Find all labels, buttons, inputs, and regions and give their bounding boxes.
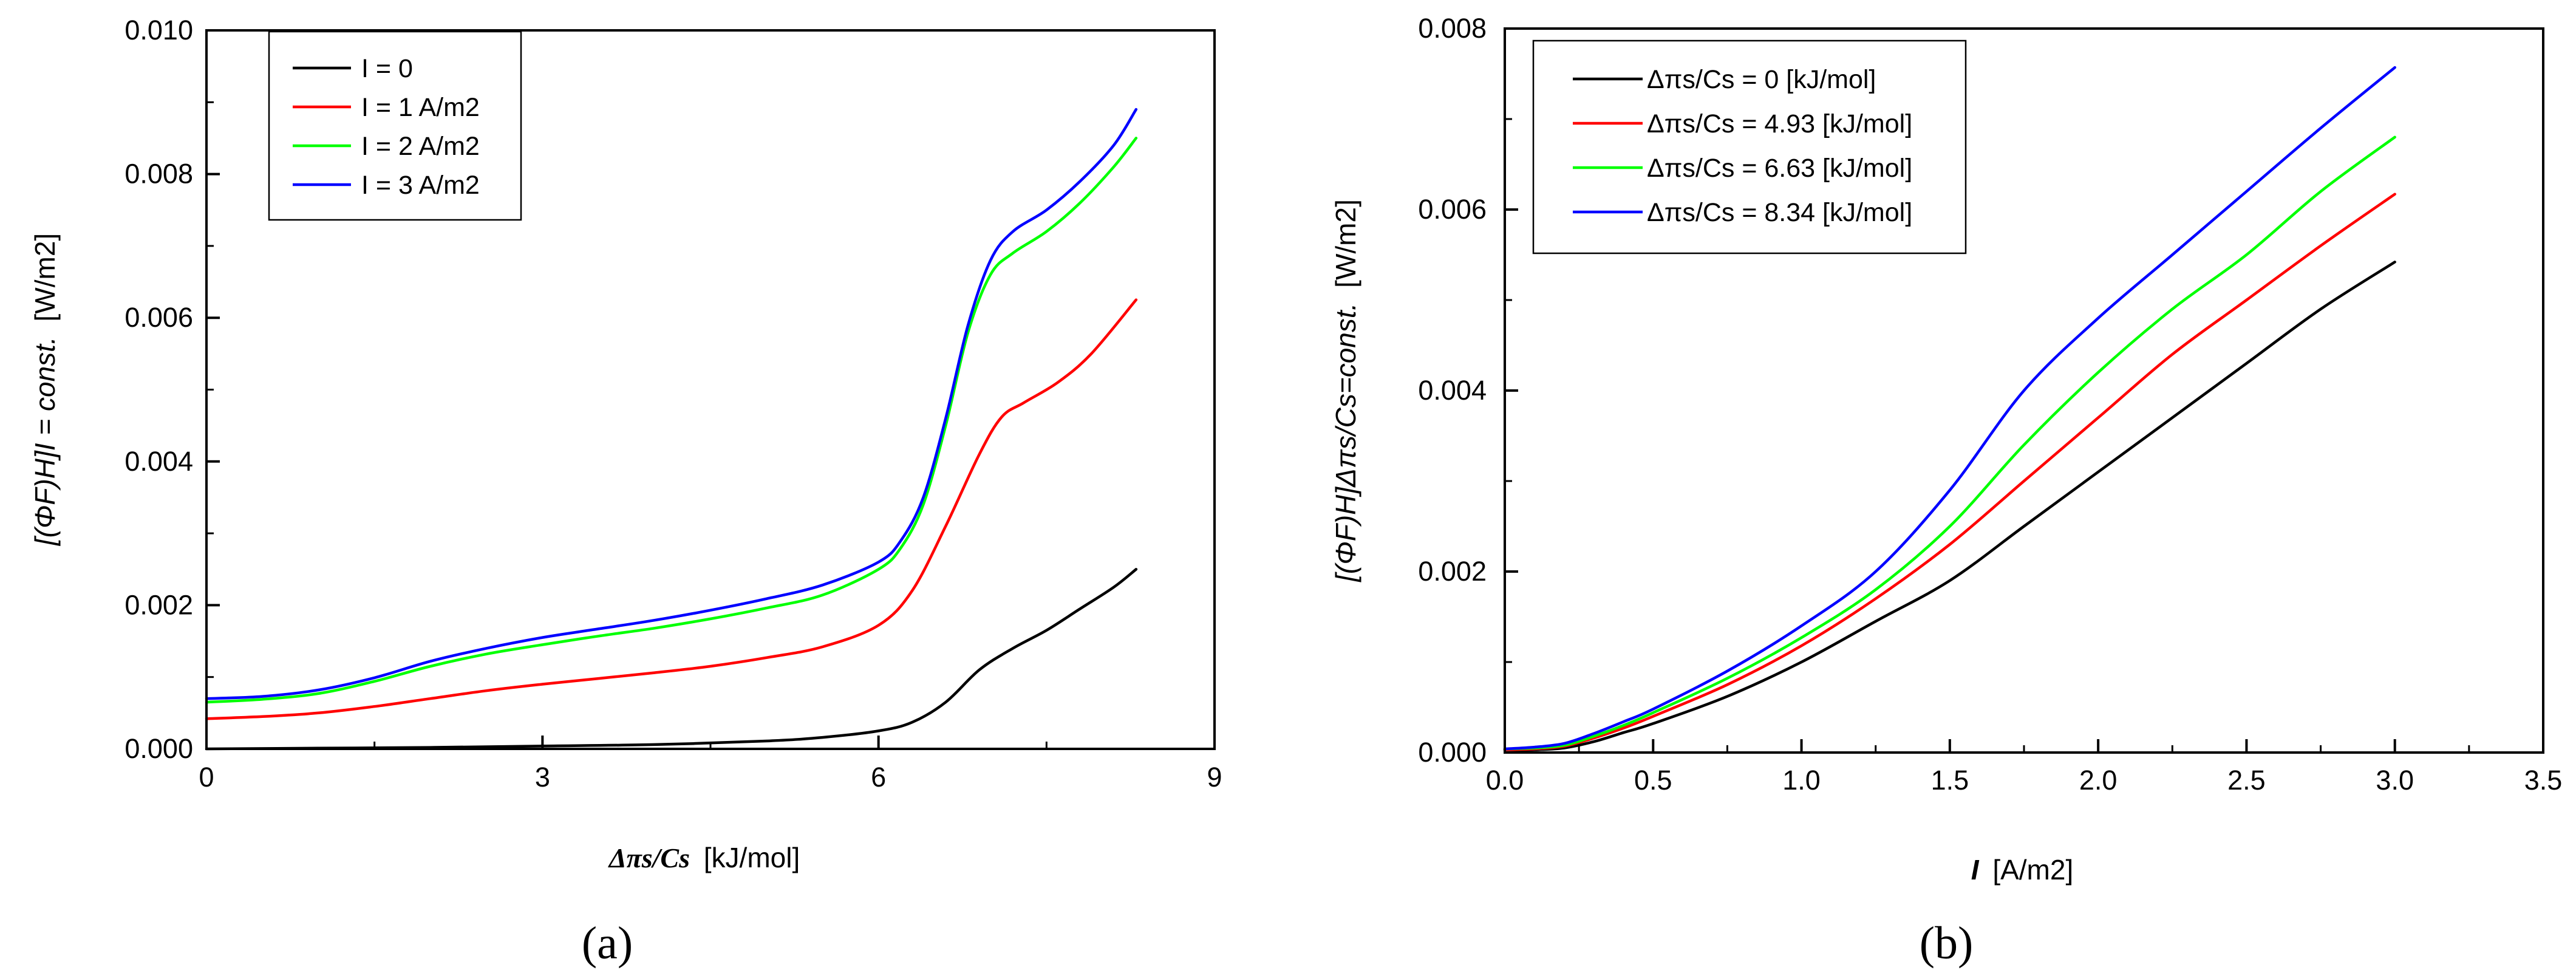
y-axis-unit-b: [W/m2]	[1330, 199, 1361, 288]
legend-rows-a: I = 0 I = 1 A/m2 I = 2 A/m2 I = 3 A/m2	[293, 54, 480, 200]
x-tick-label-a-3: 9	[1207, 762, 1222, 793]
series-line-b-1	[1503, 193, 2396, 751]
series-line-b-2	[1503, 135, 2396, 751]
plot-area-b	[1503, 66, 2396, 751]
chart-b: 0.0 0.5 1.0 1.5 2.0 2.5 3.0 3.5 0.000 0.002 0.004…	[1330, 13, 2562, 969]
series-line-b-0	[1503, 261, 2396, 751]
y-tick-label-b-4: 0.008	[1418, 13, 1487, 44]
y-tick-label-a-3: 0.006	[124, 302, 193, 333]
series-line-a-1	[205, 298, 1138, 720]
panel-label-b: (b)	[1920, 918, 1974, 969]
legend-a: I = 0 I = 1 A/m2 I = 2 A/m2 I = 3 A/m2	[268, 30, 522, 221]
series-line-b-3	[1503, 66, 2396, 751]
x-axis-label-b: I [A/m2]	[1971, 854, 2074, 886]
x-tick-label-a-2: 6	[871, 762, 886, 793]
legend-label-a-3: I = 3 A/m2	[361, 171, 480, 200]
x-axis-unit-a: [kJ/mol]	[704, 842, 800, 873]
legend-label-a-0: I = 0	[361, 54, 413, 83]
y-axis-label-b: [(ΦF)H]Δπs/Cs=const. [W/m2]	[1330, 199, 1361, 582]
y-tick-label-a-2: 0.004	[124, 446, 193, 477]
x-tick-label-a-1: 3	[535, 762, 550, 793]
legend-label-b-1: Δπs/Cs = 4.93 [kJ/mol]	[1647, 109, 1912, 138]
y-ticks-b: 0.000 0.002 0.004 0.006 0.008	[1418, 13, 1518, 768]
y-ticks-a: 0.000 0.002 0.004 0.006 0.008 0.010	[124, 15, 220, 764]
x-tick-label-b-4: 2.0	[2079, 765, 2118, 796]
x-tick-label-b-2: 1.0	[1782, 765, 1821, 796]
x-tick-label-b-3: 1.5	[1931, 765, 1969, 796]
legend-label-b-3: Δπs/Cs = 8.34 [kJ/mol]	[1647, 198, 1912, 227]
y-tick-label-b-1: 0.002	[1418, 556, 1487, 587]
y-axis-label-a: [(ΦF)H]I = const. [W/m2]	[29, 233, 61, 546]
y-axis-symbol-b: [(ΦF)H]Δπs/Cs=const.	[1330, 303, 1361, 582]
legend-rows-b: Δπs/Cs = 0 [kJ/mol] Δπs/Cs = 4.93 [kJ/mol…	[1573, 65, 1912, 227]
x-tick-label-b-6: 3.0	[2376, 765, 2414, 796]
series-line-a-2	[205, 137, 1138, 704]
y-tick-label-b-0: 0.000	[1418, 737, 1487, 768]
x-tick-label-b-1: 0.5	[1634, 765, 1672, 796]
y-tick-label-a-0: 0.000	[124, 733, 193, 764]
y-axis-unit-a: [W/m2]	[29, 233, 61, 322]
x-tick-label-a-0: 0	[199, 762, 214, 793]
x-tick-label-b-5: 2.5	[2227, 765, 2266, 796]
legend-label-a-2: I = 2 A/m2	[361, 132, 480, 161]
x-axis-symbol-a: Δπs/Cs	[608, 842, 690, 873]
y-tick-label-a-5: 0.010	[124, 15, 193, 46]
x-tick-label-b-0: 0.0	[1486, 765, 1524, 796]
series-line-a-0	[205, 568, 1138, 751]
x-axis-unit-b: [A/m2]	[1992, 854, 2073, 886]
x-axis-symbol-b: I	[1971, 854, 1980, 886]
y-tick-label-b-2: 0.004	[1418, 375, 1487, 406]
x-ticks-a: 0 3 6 9	[199, 736, 1222, 793]
legend-box-b	[1532, 39, 1967, 254]
legend-label-a-1: I = 1 A/m2	[361, 93, 480, 122]
plot-area-a	[205, 108, 1138, 751]
y-tick-label-b-3: 0.006	[1418, 194, 1487, 225]
panel-label-a: (a)	[582, 918, 633, 969]
y-tick-label-a-1: 0.002	[124, 589, 193, 620]
legend-label-b-0: Δπs/Cs = 0 [kJ/mol]	[1647, 65, 1876, 94]
legend-label-b-2: Δπs/Cs = 6.63 [kJ/mol]	[1647, 154, 1912, 183]
x-ticks-b: 0.0 0.5 1.0 1.5 2.0 2.5 3.0 3.5	[1486, 739, 2563, 796]
legend-b: Δπs/Cs = 0 [kJ/mol] Δπs/Cs = 4.93 [kJ/mol…	[1532, 39, 1967, 254]
chart-a: 0 3 6 9 0.000 0.002 0.004 0.006 0.008 0.010 I = …	[29, 15, 1222, 969]
y-axis-symbol-a: [(ΦF)H]I = const.	[29, 336, 61, 546]
x-axis-label-a: Δπs/Cs [kJ/mol]	[608, 842, 800, 873]
x-tick-label-b-7: 3.5	[2524, 765, 2563, 796]
series-line-a-3	[205, 108, 1138, 700]
y-tick-label-a-4: 0.008	[124, 159, 193, 189]
legend-box-a	[268, 30, 522, 221]
